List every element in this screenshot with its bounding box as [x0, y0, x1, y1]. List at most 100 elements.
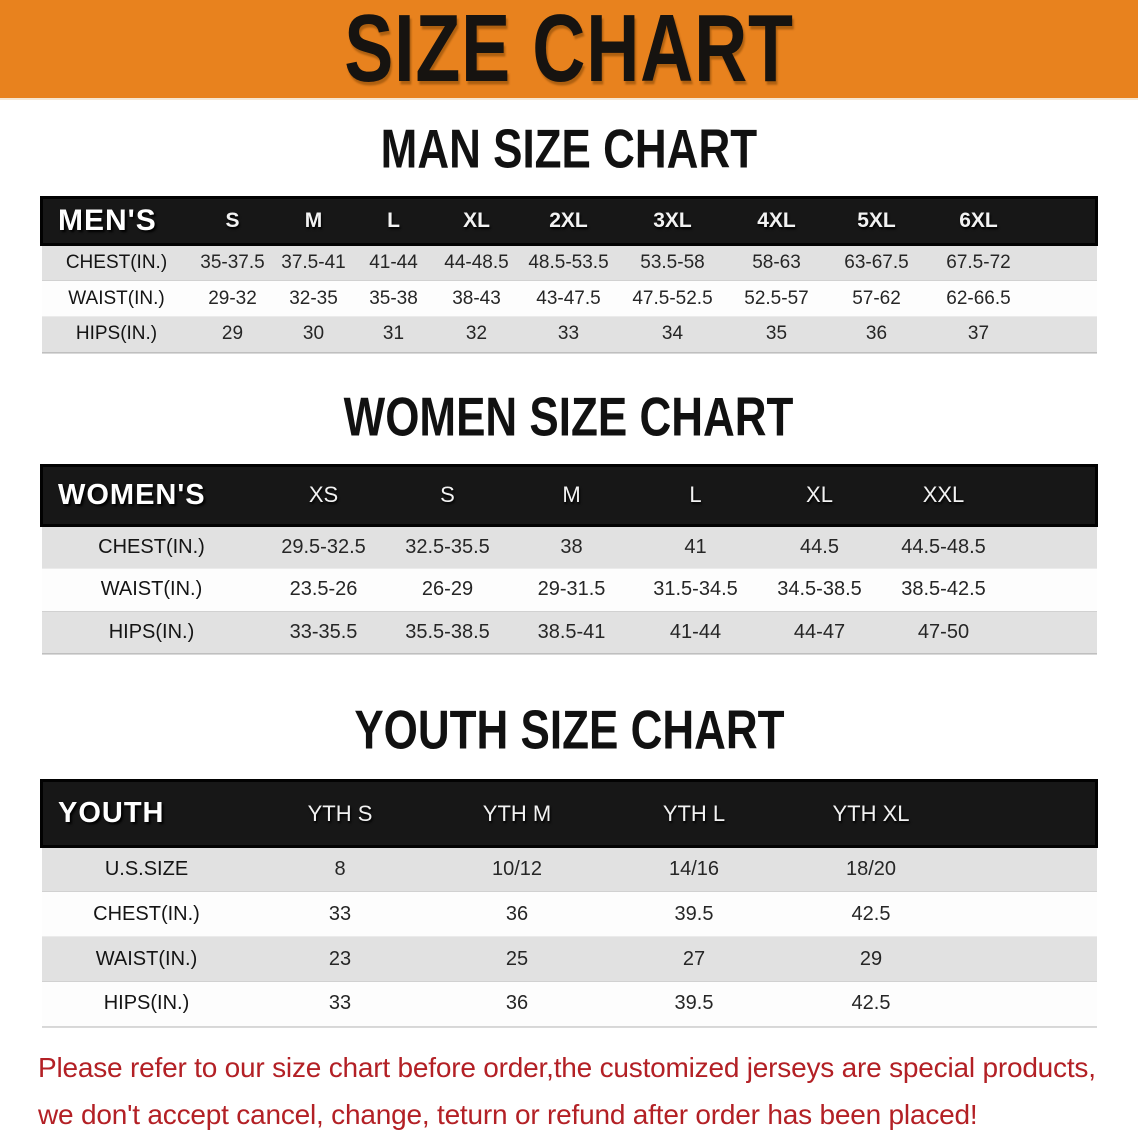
filler-cell: [960, 892, 1097, 937]
section-women: WOMEN SIZE CHART WOMEN'S XS S M L XL XXL CHEST(…: [0, 385, 1138, 656]
table-cell: 31: [382, 323, 405, 345]
table-header-label: MEN'S: [58, 204, 157, 237]
table-cell: 41: [684, 535, 707, 558]
table-cell: 23: [328, 947, 352, 970]
table-cell: 41-44: [669, 620, 722, 643]
table-cell: 44.5: [800, 535, 839, 558]
table-cell: 14/16: [668, 858, 720, 880]
table-row: WAIST(IN.) 23.5-26 26-29 29-31.5 31.5-34.5 34…: [41, 568, 1097, 611]
table-cell: 34.5-38.5: [777, 578, 862, 600]
table-cell: 63-67.5: [844, 252, 909, 273]
filler-cell: [960, 781, 1097, 847]
filler-cell: [1006, 525, 1097, 568]
row-label: WAIST(IN.): [95, 947, 198, 970]
filler-cell: [1006, 611, 1097, 654]
table-cell: 39.5: [674, 902, 714, 925]
table-cell: 8: [334, 858, 346, 880]
filler-cell: [1006, 465, 1097, 525]
table-cell: 36: [865, 323, 888, 345]
table-row: WAIST(IN.) 23 25 27 29: [41, 936, 1097, 982]
column-header: M: [562, 482, 581, 507]
table-cell: 43-47.5: [536, 287, 601, 309]
men-section-title: MAN SIZE CHART: [0, 118, 1138, 180]
table-cell: 52.5-57: [744, 287, 809, 309]
women-size-table: WOMEN'S XS S M L XL XXL CHEST(IN.) 29.5-32.5 32.5…: [40, 464, 1098, 656]
table-cell: 32-35: [289, 287, 338, 309]
table-cell: 42.5: [851, 992, 891, 1015]
youth-size-table: YOUTH YTH S YTH M YTH L YTH XL U.S.SIZE 8 10/12…: [40, 779, 1098, 1028]
table-cell: 36: [505, 902, 529, 925]
table-cell: 37.5-41: [281, 252, 346, 273]
table-cell: 35-37.5: [200, 252, 265, 273]
banner: SIZE CHART: [0, 0, 1138, 100]
table-cell: 32: [465, 323, 488, 345]
table-cell: 18/20: [845, 858, 897, 880]
table-cell: 39.5: [674, 992, 714, 1015]
table-row: HIPS(IN.) 33 36 39.5 42.5: [41, 981, 1097, 1027]
table-cell: 29.5-32.5: [281, 535, 366, 558]
column-header: S: [225, 209, 240, 232]
table-cell: 53.5-58: [640, 252, 705, 273]
youth-section-title-text: YOUTH SIZE CHART: [353, 699, 785, 761]
table-cell: 35.5-38.5: [405, 620, 490, 643]
table-cell: 32.5-35.5: [405, 535, 490, 558]
table-cell: 41-44: [369, 252, 418, 273]
filler-cell: [1030, 317, 1097, 353]
row-label: CHEST(IN.): [98, 535, 205, 558]
table-row: CHEST(IN.) 29.5-32.5 32.5-35.5 38 41 44.5 44.5…: [41, 525, 1097, 568]
table-cell: 37: [967, 323, 990, 345]
table-header-label: WOMEN'S: [58, 478, 206, 511]
filler-cell: [960, 937, 1097, 982]
column-header: 4XL: [757, 209, 796, 232]
filler-cell: [960, 847, 1097, 892]
banner-title: SIZE CHART: [344, 0, 794, 103]
column-header: YTH XL: [832, 800, 910, 826]
column-header: 3XL: [653, 209, 692, 232]
table-cell: 38-43: [452, 287, 501, 309]
table-cell: 26-29: [421, 578, 474, 600]
column-header: XXL: [922, 482, 965, 507]
table-cell: 33: [328, 902, 352, 925]
table-cell: 38: [560, 535, 583, 558]
table-cell: 36: [505, 992, 529, 1015]
table-cell: 34: [661, 323, 684, 345]
table-row: U.S.SIZE 8 10/12 14/16 18/20: [41, 846, 1097, 892]
section-men: MAN SIZE CHART MEN'S S M L XL 2XL 3XL 4XL 5XL 6XL…: [0, 118, 1138, 354]
table-row: WAIST(IN.) 29-32 32-35 35-38 38-43 43-47.5 47.…: [41, 280, 1097, 317]
column-header: L: [387, 209, 400, 232]
women-section-title-text: WOMEN SIZE CHART: [344, 385, 794, 448]
table-cell: 29: [221, 323, 244, 345]
row-label: HIPS(IN.): [75, 323, 158, 345]
filler-cell: [1030, 281, 1097, 317]
youth-section-title: YOUTH SIZE CHART: [0, 699, 1138, 761]
table-row: CHEST(IN.) 33 36 39.5 42.5: [41, 891, 1097, 937]
table-cell: 10/12: [491, 858, 543, 880]
table-cell: 29-31.5: [537, 578, 606, 600]
table-header-row: WOMEN'S XS S M L XL XXL: [41, 465, 1097, 525]
table-header-label: YOUTH: [58, 797, 165, 829]
table-cell: 57-62: [852, 287, 901, 309]
disclaimer-line-1: Please refer to our size chart before or…: [38, 1051, 1096, 1083]
table-row: HIPS(IN.) 33-35.5 35.5-38.5 38.5-41 41-44 44-…: [41, 611, 1097, 654]
column-header: 2XL: [549, 209, 588, 232]
row-label: WAIST(IN.): [100, 578, 203, 600]
table-row: HIPS(IN.) 29 30 31 32 33 34 35 36 37: [41, 316, 1097, 353]
table-row: CHEST(IN.) 35-37.5 37.5-41 41-44 44-48.5 48.5…: [41, 244, 1097, 281]
column-header: XL: [806, 482, 833, 507]
column-header: XL: [463, 209, 490, 232]
table-cell: 27: [682, 947, 706, 970]
table-cell: 30: [302, 323, 325, 345]
column-header: M: [304, 209, 323, 232]
table-cell: 42.5: [851, 902, 891, 925]
table-cell: 38.5-42.5: [901, 578, 986, 600]
table-cell: 67.5-72: [946, 252, 1011, 273]
disclaimer: Please refer to our size chart before or…: [38, 1044, 1138, 1132]
table-cell: 58-63: [752, 252, 801, 273]
table-cell: 47-50: [917, 620, 970, 643]
table-cell: 44.5-48.5: [901, 535, 986, 558]
women-section-title: WOMEN SIZE CHART: [0, 385, 1138, 448]
table-cell: 62-66.5: [946, 287, 1011, 309]
column-header: YTH S: [307, 800, 373, 826]
men-size-table: MEN'S S M L XL 2XL 3XL 4XL 5XL 6XL CHEST(IN.) 35-37…: [40, 196, 1098, 354]
